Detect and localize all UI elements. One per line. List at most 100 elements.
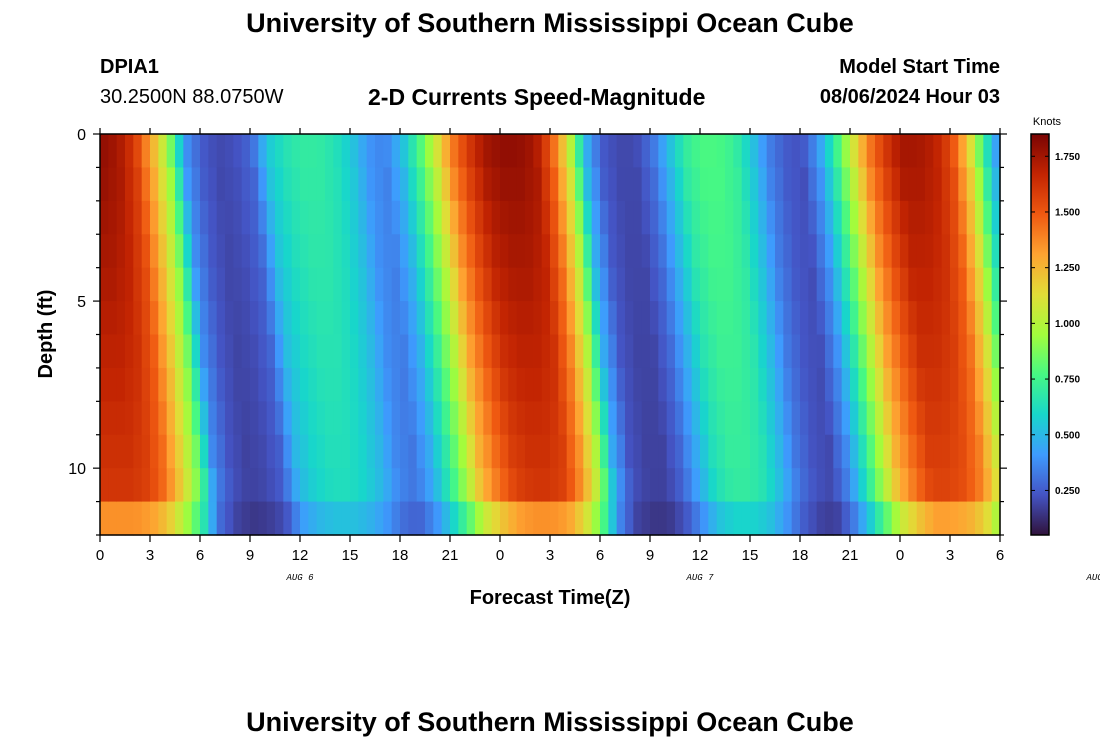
heatmap-cell xyxy=(300,501,309,536)
heatmap-cell xyxy=(125,334,134,369)
heatmap-cell xyxy=(141,200,151,235)
heatmap-cell xyxy=(575,267,584,302)
heatmap-cell xyxy=(200,200,209,235)
heatmap-cell xyxy=(433,434,443,469)
heatmap-cell xyxy=(141,234,151,269)
heatmap-cell xyxy=(250,200,259,235)
heatmap-cell xyxy=(116,334,126,369)
heatmap-cell xyxy=(791,434,801,469)
heatmap-cell xyxy=(700,134,709,169)
heatmap-cell xyxy=(500,367,509,402)
heatmap-cell xyxy=(325,267,334,302)
heatmap-cell xyxy=(633,234,643,269)
heatmap-cell xyxy=(766,134,776,169)
heatmap-cell xyxy=(125,134,134,169)
heatmap-cell xyxy=(541,234,551,269)
heatmap-cell xyxy=(133,200,143,235)
heatmap-cell xyxy=(641,167,651,202)
heatmap-cell xyxy=(191,267,201,302)
x-tick-label: 3 xyxy=(546,547,554,564)
heatmap-cell xyxy=(716,167,726,202)
heatmap-cell xyxy=(225,234,234,269)
heatmap-cell xyxy=(916,301,926,336)
heatmap-cell xyxy=(816,134,826,169)
heatmap-cell xyxy=(816,167,826,202)
heatmap-cell xyxy=(641,134,651,169)
heatmap-cell xyxy=(400,134,409,169)
heatmap-cell xyxy=(250,167,259,202)
heatmap-cell xyxy=(175,468,184,503)
heatmap-cell xyxy=(200,301,209,336)
heatmap-cell xyxy=(825,200,834,235)
heatmap-cell xyxy=(391,434,401,469)
heatmap-cell xyxy=(300,234,309,269)
heatmap-cell xyxy=(100,301,109,336)
heatmap-cell xyxy=(625,434,634,469)
heatmap-cell xyxy=(350,367,359,402)
heatmap-cell xyxy=(116,200,126,235)
heatmap-cell xyxy=(750,167,759,202)
heatmap-cell xyxy=(391,200,401,235)
heatmap-cell xyxy=(850,301,859,336)
heatmap-cell xyxy=(925,434,934,469)
heatmap-cell xyxy=(416,334,426,369)
heatmap-cell xyxy=(308,501,318,536)
heatmap-cell xyxy=(958,267,968,302)
heatmap-cell xyxy=(975,434,984,469)
heatmap-cell xyxy=(191,167,201,202)
heatmap-cell xyxy=(341,301,351,336)
heatmap-cell xyxy=(408,200,418,235)
heatmap-cell xyxy=(408,301,418,336)
heatmap-cell xyxy=(100,334,109,369)
heatmap-cell xyxy=(816,301,826,336)
heatmap-cell xyxy=(358,501,368,536)
heatmap-cell xyxy=(125,434,134,469)
heatmap-cell xyxy=(950,501,959,536)
heatmap-cell xyxy=(650,267,659,302)
heatmap-cell xyxy=(341,501,351,536)
heatmap-cell xyxy=(550,301,559,336)
heatmap-cell xyxy=(741,134,751,169)
heatmap-cell xyxy=(433,367,443,402)
heatmap-cell xyxy=(991,267,1001,302)
heatmap-cell xyxy=(716,234,726,269)
heatmap-cell xyxy=(916,200,926,235)
colorbar-tick-label: 1.500 xyxy=(1055,207,1080,218)
heatmap-cell xyxy=(475,334,484,369)
heatmap-cell xyxy=(391,267,401,302)
y-tick-label: 5 xyxy=(77,294,86,311)
heatmap-cell xyxy=(775,434,784,469)
heatmap-cell xyxy=(616,301,626,336)
heatmap-cell xyxy=(825,334,834,369)
heatmap-cell xyxy=(733,267,743,302)
heatmap-cell xyxy=(550,468,559,503)
heatmap-cell xyxy=(325,200,334,235)
heatmap-cell xyxy=(550,367,559,402)
heatmap-cell xyxy=(533,401,543,436)
heatmap-cell xyxy=(991,434,1001,469)
heatmap-cell xyxy=(816,468,826,503)
heatmap-cell xyxy=(975,234,984,269)
heatmap-cell xyxy=(900,367,909,402)
heatmap-cell xyxy=(883,234,893,269)
heatmap-cell xyxy=(133,501,143,536)
heatmap-cell xyxy=(266,134,276,169)
heatmap-cell xyxy=(716,301,726,336)
heatmap-cell xyxy=(508,468,518,503)
heatmap-cell xyxy=(333,334,343,369)
heatmap-cell xyxy=(441,167,451,202)
heatmap-cell xyxy=(575,367,584,402)
heatmap-cell xyxy=(991,167,1001,202)
heatmap-cell xyxy=(266,200,276,235)
heatmap-cell xyxy=(850,134,859,169)
heatmap-cell xyxy=(533,301,543,336)
heatmap-cell xyxy=(600,267,609,302)
heatmap-cell xyxy=(708,200,718,235)
heatmap-cell xyxy=(258,167,268,202)
heatmap-cell xyxy=(966,234,976,269)
heatmap-cell xyxy=(850,367,859,402)
heatmap-cell xyxy=(650,468,659,503)
heatmap-cell xyxy=(658,334,668,369)
heatmap-cell xyxy=(458,301,468,336)
heatmap-cell xyxy=(608,234,618,269)
